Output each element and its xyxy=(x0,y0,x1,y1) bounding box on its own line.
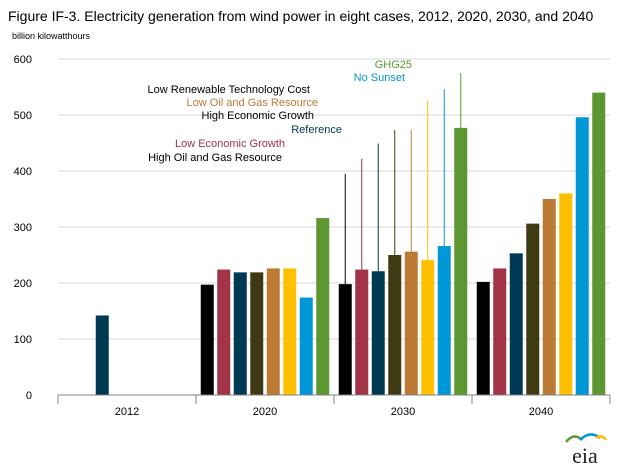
series-label: Low Renewable Technology Cost xyxy=(148,84,310,96)
bars xyxy=(95,92,606,396)
bar xyxy=(437,246,451,395)
bar xyxy=(266,268,280,395)
bar xyxy=(283,268,297,395)
eia-logo-icon: eia xyxy=(565,433,608,468)
bar xyxy=(388,255,402,395)
series-label: Low Oil and Gas Resource xyxy=(187,97,318,109)
x-axis xyxy=(57,394,611,404)
bar xyxy=(542,199,556,395)
x-tick-label: 2030 xyxy=(391,406,415,418)
x-tick-label: 2040 xyxy=(529,406,553,418)
y-tick-label: 600 xyxy=(14,54,32,66)
y-tick-label: 200 xyxy=(14,278,32,290)
chart-title: Figure IF-3. Electricity generation from… xyxy=(8,8,594,24)
bar xyxy=(250,272,264,395)
y-tick-label: 400 xyxy=(14,166,32,178)
bar xyxy=(592,92,606,395)
series-label: Reference xyxy=(291,124,342,136)
bar xyxy=(217,269,231,395)
bar xyxy=(559,193,573,395)
bar xyxy=(404,251,418,395)
bar xyxy=(526,223,540,395)
series-label: Low Economic Growth xyxy=(175,138,285,150)
y-tick-label: 0 xyxy=(26,390,32,402)
x-tick-label: 2012 xyxy=(115,406,139,418)
bar xyxy=(493,268,507,395)
bar xyxy=(476,281,490,395)
svg-text:eia: eia xyxy=(572,443,598,468)
y-tick-label: 500 xyxy=(14,110,32,122)
gridlines xyxy=(58,58,610,340)
bar xyxy=(95,315,109,395)
bar xyxy=(200,284,214,395)
bar xyxy=(575,117,589,396)
y-axis-unit-label: billion kilowatthours xyxy=(12,31,91,41)
series-label: No Sunset xyxy=(354,72,405,84)
range-whiskers xyxy=(344,73,462,285)
bar xyxy=(509,253,523,395)
bar xyxy=(316,218,330,395)
bar xyxy=(371,271,385,395)
x-axis-tick-labels: 2012 2020 2030 2040 xyxy=(115,406,553,418)
y-tick-label: 100 xyxy=(14,334,32,346)
bar xyxy=(299,297,313,395)
bar xyxy=(233,272,247,395)
series-label: High Oil and Gas Resource xyxy=(148,152,282,164)
bar xyxy=(338,284,352,395)
bar xyxy=(355,269,369,395)
bar xyxy=(421,260,435,395)
y-axis-ticks: 0 100 200 300 400 500 600 xyxy=(14,54,32,402)
series-label: GHG25 xyxy=(375,59,412,71)
bar xyxy=(454,127,468,395)
x-tick-label: 2020 xyxy=(253,406,277,418)
y-tick-label: 300 xyxy=(14,222,32,234)
series-label: High Economic Growth xyxy=(202,110,315,122)
